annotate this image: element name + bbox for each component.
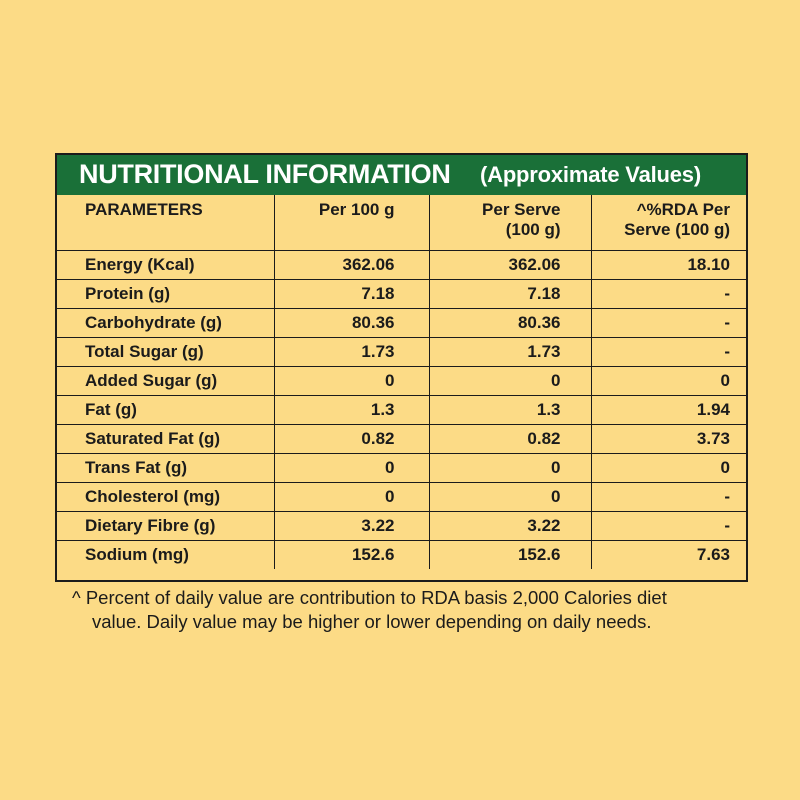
table-row: Protein (g) 7.18 7.18 -	[57, 278, 746, 309]
header-per-serve: Per Serve (100 g)	[428, 195, 592, 251]
row-parameter: Carbohydrate (g)	[57, 307, 275, 338]
row-parameter: Total Sugar (g)	[57, 336, 275, 367]
row-per-100g: 1.3	[273, 394, 430, 425]
header-parameters: PARAMETERS	[57, 195, 275, 251]
row-per-100g: 0	[273, 452, 430, 483]
footnote-line-1: ^ Percent of daily value are contributio…	[72, 587, 667, 608]
header-rda-line1: ^%RDA Per	[636, 200, 730, 219]
nutrition-panel: NUTRITIONAL INFORMATION (Approximate Val…	[55, 153, 748, 582]
footnote: ^ Percent of daily value are contributio…	[72, 586, 772, 634]
table-row: Sodium (mg) 152.6 152.6 7.63	[57, 539, 746, 569]
row-per-100g: 0	[273, 365, 430, 396]
row-per-serve: 1.73	[428, 336, 592, 367]
table-row: Fat (g) 1.3 1.3 1.94	[57, 394, 746, 425]
panel-subtitle: (Approximate Values)	[480, 162, 701, 187]
row-rda: 0	[590, 365, 746, 396]
header-per-serve-line1: Per Serve	[482, 200, 561, 219]
row-per-100g: 3.22	[273, 510, 430, 541]
row-parameter: Dietary Fibre (g)	[57, 510, 275, 541]
row-parameter: Cholesterol (mg)	[57, 481, 275, 512]
row-per-serve: 0.82	[428, 423, 592, 454]
row-rda: 0	[590, 452, 746, 483]
footnote-line-2: value. Daily value may be higher or lowe…	[92, 611, 652, 632]
row-per-serve: 3.22	[428, 510, 592, 541]
row-rda: 18.10	[590, 249, 746, 280]
header-rda-line2: Serve (100 g)	[624, 220, 730, 239]
nutrition-table: PARAMETERS Per 100 g Per Serve (100 g) ^…	[57, 195, 746, 569]
panel-title: NUTRITIONAL INFORMATION	[79, 159, 451, 189]
row-per-100g: 152.6	[273, 539, 430, 569]
row-parameter: Fat (g)	[57, 394, 275, 425]
table-row: Cholesterol (mg) 0 0 -	[57, 481, 746, 512]
row-per-serve: 0	[428, 365, 592, 396]
row-per-100g: 80.36	[273, 307, 430, 338]
row-rda: 1.94	[590, 394, 746, 425]
row-rda: 7.63	[590, 539, 746, 569]
table-row: Carbohydrate (g) 80.36 80.36 -	[57, 307, 746, 338]
table-row: Energy (Kcal) 362.06 362.06 18.10	[57, 249, 746, 280]
row-per-serve: 80.36	[428, 307, 592, 338]
row-parameter: Energy (Kcal)	[57, 249, 275, 280]
row-rda: -	[590, 336, 746, 367]
row-per-serve: 362.06	[428, 249, 592, 280]
row-rda: -	[590, 510, 746, 541]
row-per-100g: 0	[273, 481, 430, 512]
row-per-serve: 7.18	[428, 278, 592, 309]
row-rda: -	[590, 307, 746, 338]
table-row: Saturated Fat (g) 0.82 0.82 3.73	[57, 423, 746, 454]
table-row: Added Sugar (g) 0 0 0	[57, 365, 746, 396]
row-per-serve: 0	[428, 481, 592, 512]
row-per-serve: 0	[428, 452, 592, 483]
row-per-100g: 1.73	[273, 336, 430, 367]
table-row: Dietary Fibre (g) 3.22 3.22 -	[57, 510, 746, 541]
row-per-100g: 362.06	[273, 249, 430, 280]
row-per-serve: 152.6	[428, 539, 592, 569]
row-parameter: Saturated Fat (g)	[57, 423, 275, 454]
row-per-100g: 7.18	[273, 278, 430, 309]
header-rda: ^%RDA Per Serve (100 g)	[590, 195, 746, 251]
row-rda: 3.73	[590, 423, 746, 454]
header-per-serve-line2: (100 g)	[505, 220, 561, 239]
row-parameter: Trans Fat (g)	[57, 452, 275, 483]
title-bar: NUTRITIONAL INFORMATION (Approximate Val…	[57, 155, 746, 195]
table-row: Trans Fat (g) 0 0 0	[57, 452, 746, 483]
row-parameter: Protein (g)	[57, 278, 275, 309]
row-rda: -	[590, 278, 746, 309]
header-per-100g: Per 100 g	[273, 195, 430, 251]
table-header-row: PARAMETERS Per 100 g Per Serve (100 g) ^…	[57, 195, 746, 251]
row-rda: -	[590, 481, 746, 512]
row-per-100g: 0.82	[273, 423, 430, 454]
row-parameter: Sodium (mg)	[57, 539, 275, 569]
table-row: Total Sugar (g) 1.73 1.73 -	[57, 336, 746, 367]
row-parameter: Added Sugar (g)	[57, 365, 275, 396]
row-per-serve: 1.3	[428, 394, 592, 425]
